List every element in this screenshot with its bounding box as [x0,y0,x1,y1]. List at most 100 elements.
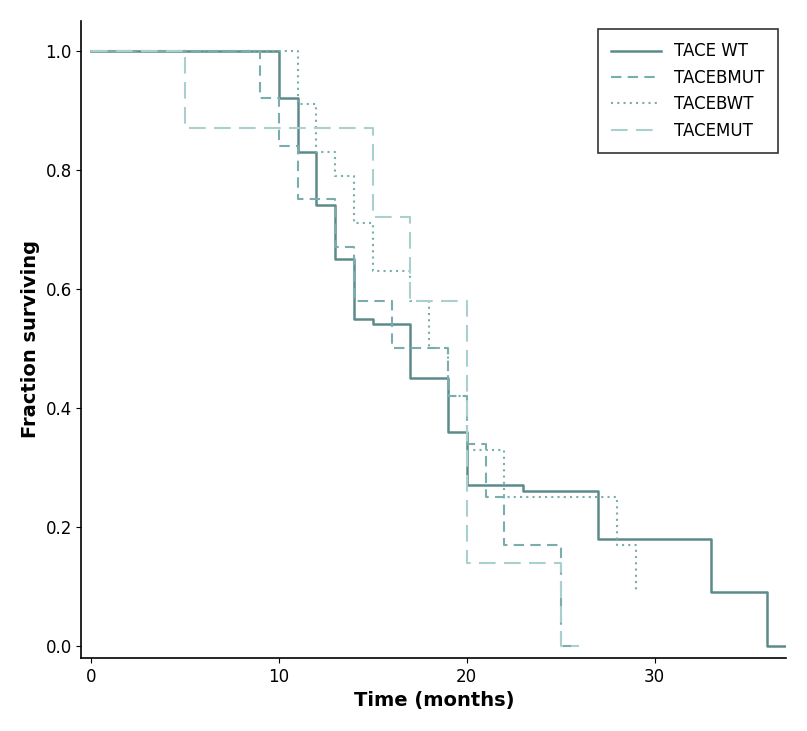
TACEBMUT [387,344,396,352]
TACEBWT [631,540,641,549]
TACEBWT [424,296,434,305]
TACEBWT [330,148,340,156]
TACEBMUT [481,493,491,501]
TACE WT [781,642,791,651]
TACEBWT [424,344,434,352]
TACE WT [293,148,303,156]
Y-axis label: Fraction surviving: Fraction surviving [21,240,40,439]
TACE WT [593,487,603,496]
TACEBMUT [481,439,491,448]
TACEBWT [86,46,96,55]
TACEBMUT [255,94,265,102]
TACEBWT [293,46,303,55]
TACEBMUT [86,46,96,55]
TACEBWT [255,46,265,55]
TACEBWT [462,445,471,454]
TACE WT [763,642,772,651]
TACEMUT [180,124,190,132]
TACEBMUT [443,344,453,352]
TACEBWT [293,100,303,109]
TACEBMUT [443,392,453,401]
TACEBWT [500,493,509,501]
TACE WT [781,642,791,651]
TACEMUT [368,124,378,132]
TACE WT [330,254,340,263]
TACE WT [443,374,453,382]
TACEMUT [180,46,190,55]
TACEBWT [462,392,471,401]
TACEMUT [462,296,471,305]
TACE WT [462,427,471,436]
TACE WT [349,314,359,323]
Line: TACEBMUT: TACEBMUT [91,50,579,646]
TACEBWT [312,100,321,109]
TACEBWT [631,588,641,596]
Line: TACEBWT: TACEBWT [91,50,636,592]
TACE WT [274,46,283,55]
TACEBWT [405,267,415,276]
TACEBWT [613,540,622,549]
TACE WT [706,534,716,543]
TACE WT [443,427,453,436]
TACE WT [744,588,754,596]
TACEBWT [443,392,453,401]
TACE WT [593,534,603,543]
TACE WT [405,374,415,382]
TACEMUT [575,642,584,651]
TACE WT [330,201,340,210]
TACEBMUT [274,94,283,102]
TACEMUT [405,296,415,305]
TACE WT [293,94,303,102]
TACEBMUT [575,642,584,651]
TACEBWT [613,493,622,501]
TACEBMUT [293,195,303,204]
TACEBWT [368,267,378,276]
TACEBMUT [556,642,566,651]
TACEMUT [86,46,96,55]
TACEBMUT [387,296,396,305]
TACEMUT [312,124,321,132]
TACEBMUT [556,540,566,549]
TACE WT [312,201,321,210]
TACE WT [763,588,772,596]
Line: TACE WT: TACE WT [91,50,786,646]
TACEBMUT [500,540,509,549]
TACEBMUT [293,142,303,151]
TACEMUT [500,558,509,567]
TACEMUT [405,213,415,221]
X-axis label: Time (months): Time (months) [353,692,514,711]
TACE WT [349,254,359,263]
TACEMUT [556,558,566,567]
Line: TACEMUT: TACEMUT [91,50,579,646]
TACE WT [368,320,378,329]
TACE WT [405,320,415,329]
TACEMUT [255,124,265,132]
Legend: TACE WT, TACEBMUT, TACEBWT, TACEMUT: TACE WT, TACEBMUT, TACEBWT, TACEMUT [597,29,778,153]
TACEBMUT [274,142,283,151]
TACEBMUT [330,195,340,204]
TACE WT [312,148,321,156]
TACEBMUT [349,243,359,251]
TACEBWT [368,219,378,227]
TACEBMUT [349,296,359,305]
TACE WT [613,534,622,543]
TACEMUT [255,124,265,132]
TACE WT [706,588,716,596]
TACEBWT [330,171,340,180]
TACE WT [518,481,528,490]
TACEMUT [575,642,584,651]
TACEBWT [443,344,453,352]
TACEBMUT [462,392,471,401]
TACEBWT [405,296,415,305]
TACEBMUT [255,46,265,55]
TACEMUT [312,124,321,132]
TACEBWT [500,445,509,454]
TACEBMUT [575,642,584,651]
TACE WT [86,46,96,55]
TACEBWT [312,148,321,156]
TACEBWT [349,171,359,180]
TACEMUT [368,213,378,221]
TACE WT [613,534,622,543]
TACEBMUT [500,493,509,501]
TACEBMUT [330,243,340,251]
